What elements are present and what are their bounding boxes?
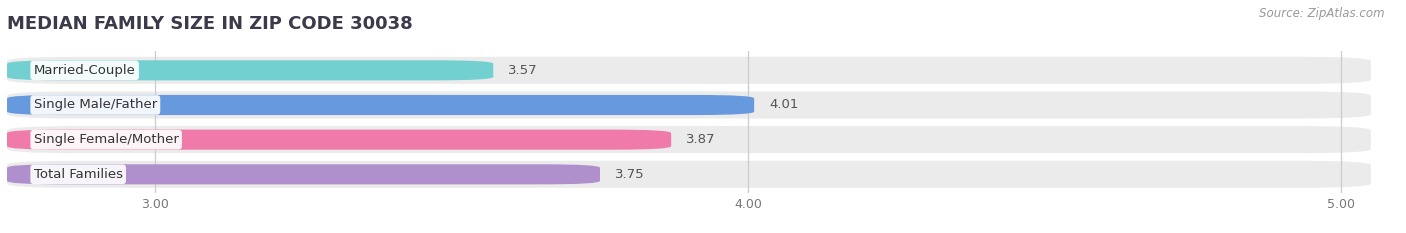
FancyBboxPatch shape (7, 57, 1371, 84)
Text: Single Female/Mother: Single Female/Mother (34, 133, 179, 146)
FancyBboxPatch shape (7, 92, 1371, 119)
Text: MEDIAN FAMILY SIZE IN ZIP CODE 30038: MEDIAN FAMILY SIZE IN ZIP CODE 30038 (7, 15, 413, 33)
Text: Single Male/Father: Single Male/Father (34, 99, 157, 112)
Text: 3.75: 3.75 (614, 168, 644, 181)
Text: 3.57: 3.57 (508, 64, 537, 77)
Text: 3.87: 3.87 (686, 133, 716, 146)
FancyBboxPatch shape (7, 126, 1371, 153)
FancyBboxPatch shape (7, 60, 494, 80)
FancyBboxPatch shape (7, 130, 671, 150)
Text: Source: ZipAtlas.com: Source: ZipAtlas.com (1260, 7, 1385, 20)
Text: Total Families: Total Families (34, 168, 122, 181)
FancyBboxPatch shape (7, 161, 1371, 188)
Text: 4.01: 4.01 (769, 99, 799, 112)
Text: Married-Couple: Married-Couple (34, 64, 135, 77)
FancyBboxPatch shape (7, 95, 754, 115)
FancyBboxPatch shape (7, 164, 600, 184)
